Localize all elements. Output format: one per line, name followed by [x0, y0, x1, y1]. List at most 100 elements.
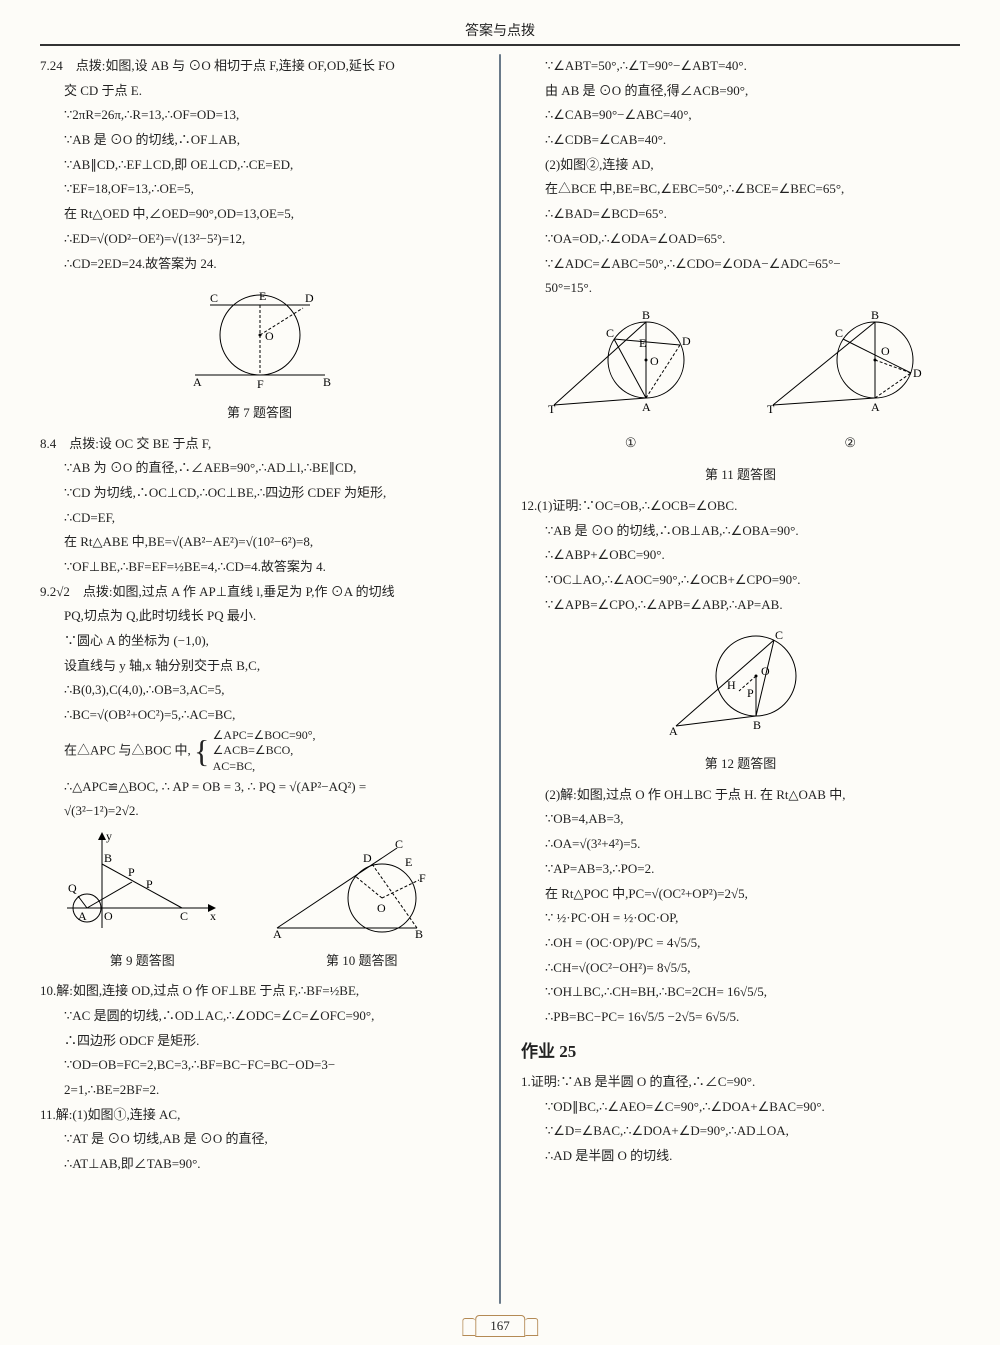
- svg-text:P: P: [747, 686, 754, 700]
- svg-text:x: x: [210, 909, 216, 923]
- p9-l4: ∴B(0,3),C(4,0),∴OB=3,AC=5,: [40, 678, 479, 703]
- hw25-title: 作业 25: [521, 1036, 960, 1068]
- svg-text:T: T: [767, 402, 775, 416]
- figure-7: C E D O A F B: [40, 280, 479, 399]
- svg-text:B: B: [753, 718, 761, 732]
- p8-l1: ∵AB 为 ⊙O 的直径,∴∠AEB=90°,∴AD⊥l,∴BE∥CD,: [40, 456, 479, 481]
- svg-text:O: O: [881, 344, 890, 358]
- figure-9-10-row: y x B P P Q A O C 第 9 题答图: [40, 828, 479, 979]
- p10-l1: ∵AC 是圆的切线,∴OD⊥AC,∴∠ODC=∠C=∠OFC=90°,: [40, 1004, 479, 1029]
- p11b-l8: ∵OA=OD,∴∠ODA=∠OAD=65°.: [521, 227, 960, 252]
- p11b-l5: (2)如图②,连接 AD,: [521, 153, 960, 178]
- figure-11-2: B C O D T A ②: [765, 305, 935, 461]
- page: 答案与点拨 7.24 点拨:如图,设 AB 与 ⊙O 相切于点 F,连接 OF,…: [0, 0, 1000, 1345]
- p9-l3: 设直线与 y 轴,x 轴分别交于点 B,C,: [40, 654, 479, 679]
- svg-text:A: A: [193, 375, 202, 389]
- p9-head: 9.2√2 点拨:如图,过点 A 作 AP⊥直线 l,垂足为 P,作 ⊙A 的切…: [40, 580, 479, 605]
- p12-s1: (2)解:如图,过点 O 作 OH⊥BC 于点 H. 在 Rt△OAB 中,: [521, 783, 960, 808]
- p7-l7: ∴ED=√(OD²−OE²)=√(13²−5²)=12,: [40, 227, 479, 252]
- p12-l4: ∵∠APB=∠CPO,∴∠APB=∠ABP,∴AP=AB.: [521, 593, 960, 618]
- fig11-caption: 第 11 题答图: [521, 463, 960, 488]
- svg-text:A: A: [78, 909, 87, 923]
- svg-text:O: O: [265, 329, 274, 343]
- svg-text:H: H: [727, 678, 736, 692]
- svg-text:Q: Q: [68, 881, 77, 895]
- p11b-l6: 在△BCE 中,BE=BC,∠EBC=50°,∴∠BCE=∠BEC=65°,: [521, 177, 960, 202]
- svg-text:C: C: [180, 909, 188, 923]
- p11-l1: ∵AT 是 ⊙O 切线,AB 是 ⊙O 的直径,: [40, 1127, 479, 1152]
- p7-l3: ∵AB 是 ⊙O 的切线,∴OF⊥AB,: [40, 128, 479, 153]
- svg-text:C: C: [210, 291, 218, 305]
- two-columns: 7.24 点拨:如图,设 AB 与 ⊙O 相切于点 F,连接 OF,OD,延长 …: [40, 54, 960, 1304]
- right-column: ∵∠ABT=50°,∴∠T=90°−∠ABT=40°. 由 AB 是 ⊙O 的直…: [521, 54, 960, 1304]
- p10-l4: 2=1,∴BE=2BF=2.: [40, 1078, 479, 1103]
- fig7-caption: 第 7 题答图: [40, 401, 479, 426]
- svg-text:D: D: [363, 851, 372, 865]
- p9-l2: ∵圆心 A 的坐标为 (−1,0),: [40, 629, 479, 654]
- p7-l4: ∵AB∥CD,∴EF⊥CD,即 OE⊥CD,∴CE=ED,: [40, 153, 479, 178]
- p11b-l9: ∵∠ADC=∠ABC=50°,∴∠CDO=∠ODA−∠ADC=65°−: [521, 252, 960, 277]
- p12-s3: ∴OA=√(3²+4²)=5.: [521, 832, 960, 857]
- p11b-l1: ∵∠ABT=50°,∴∠T=90°−∠ABT=40°.: [521, 54, 960, 79]
- svg-text:F: F: [419, 871, 426, 885]
- hw25-l3: ∵∠D=∠BAC,∴∠DOA+∠D=90°,∴AD⊥OA,: [521, 1119, 960, 1144]
- p11b-l10: 50°=15°.: [521, 276, 960, 301]
- p7-l8: ∴CD=2ED=24.故答案为 24.: [40, 252, 479, 277]
- svg-text:y: y: [106, 829, 112, 843]
- p11-l2: ∴AT⊥AB,即∠TAB=90°.: [40, 1152, 479, 1177]
- p12-l1: ∵AB 是 ⊙O 的切线,∴OB⊥AB,∴∠OBA=90°.: [521, 519, 960, 544]
- p12-s10: ∴PB=BC−PC= 16√5/5 −2√5= 6√5/5.: [521, 1005, 960, 1030]
- p9-l6: 在△APC 与△BOC 中, { ∠APC=∠BOC=90°, ∠ACB=∠BC…: [40, 728, 479, 775]
- left-column: 7.24 点拨:如图,设 AB 与 ⊙O 相切于点 F,连接 OF,OD,延长 …: [40, 54, 479, 1304]
- svg-text:C: C: [395, 838, 403, 851]
- p10-head: 10.解:如图,连接 OD,过点 O 作 OF⊥BE 于点 F,∴BF=½BE,: [40, 979, 479, 1004]
- p12-s6: ∵ ½·PC·OH = ½·OC·OP,: [521, 906, 960, 931]
- svg-text:D: D: [682, 334, 691, 348]
- p8-l4: 在 Rt△ABE 中,BE=√(AB²−AE²)=√(10²−6²)=8,: [40, 530, 479, 555]
- fig10-caption: 第 10 题答图: [267, 949, 457, 974]
- svg-text:B: B: [415, 927, 423, 938]
- p11b-l3: ∴∠CAB=90°−∠ABC=40°,: [521, 103, 960, 128]
- fig12-caption: 第 12 题答图: [521, 752, 960, 777]
- page-header: 答案与点拨: [40, 20, 960, 46]
- p8-l2: ∵CD 为切线,∴OC⊥CD,∴OC⊥BE,∴四边形 CDEF 为矩形,: [40, 481, 479, 506]
- p7-l5: ∵EF=18,OF=13,∴OE=5,: [40, 177, 479, 202]
- svg-text:E: E: [259, 289, 266, 303]
- p7-l1: 交 CD 于点 E.: [40, 79, 479, 104]
- p12-l3: ∵OC⊥AO,∴∠AOC=90°,∴∠OCB+∠CPO=90°.: [521, 568, 960, 593]
- p11b-l4: ∴∠CDB=∠CAB=40°.: [521, 128, 960, 153]
- p11b-l2: 由 AB 是 ⊙O 的直径,得∠ACB=90°,: [521, 79, 960, 104]
- p9-l7: ∴△APC≌△BOC, ∴ AP = OB = 3, ∴ PQ = √(AP²−…: [40, 775, 479, 800]
- svg-text:O: O: [377, 901, 386, 915]
- hw25-l2: ∵OD∥BC,∴∠AEO=∠C=90°,∴∠DOA+∠BAC=90°.: [521, 1095, 960, 1120]
- p7-head: 7.24 点拨:如图,设 AB 与 ⊙O 相切于点 F,连接 OF,OD,延长 …: [40, 54, 479, 79]
- svg-text:A: A: [669, 724, 678, 738]
- svg-text:O: O: [104, 909, 113, 923]
- figure-11-row: B C E D O T A ①: [521, 305, 960, 461]
- figure-9: y x B P P Q A O C 第 9 题答图: [62, 828, 222, 979]
- p9-l5: ∴BC=√(OB²+OC²)=5,∴AC=BC,: [40, 703, 479, 728]
- column-divider: [499, 54, 501, 1304]
- figure-7-svg: C E D O A F B: [175, 280, 345, 390]
- p8-l5: ∵OF⊥BE,∴BF=EF=½BE=4,∴CD=4.故答案为 4.: [40, 555, 479, 580]
- svg-text:P: P: [128, 865, 135, 879]
- p11b-l7: ∴∠BAD=∠BCD=65°.: [521, 202, 960, 227]
- p12-head: 12.(1)证明:∵OC=OB,∴∠OCB=∠OBC.: [521, 494, 960, 519]
- svg-text:F: F: [257, 377, 264, 390]
- p9-l1: PQ,切点为 Q,此时切线长 PQ 最小.: [40, 604, 479, 629]
- figure-11-1: B C E D O T A ①: [546, 305, 716, 461]
- svg-text:B: B: [642, 308, 650, 322]
- p12-s5: 在 Rt△POC 中,PC=√(OC²+OP²)=2√5,: [521, 882, 960, 907]
- svg-text:A: A: [871, 400, 880, 414]
- fig11-mark2: ②: [765, 431, 935, 456]
- p8-head: 8.4 点拨:设 OC 交 BE 于点 F,: [40, 432, 479, 457]
- p12-s4: ∵AP=AB=3,∴PO=2.: [521, 857, 960, 882]
- p12-s8: ∴CH=√(OC²−OH²)= 8√5/5,: [521, 956, 960, 981]
- svg-text:A: A: [273, 927, 282, 938]
- p7-l2: ∵2πR=26π,∴R=13,∴OF=OD=13,: [40, 103, 479, 128]
- svg-text:T: T: [548, 402, 556, 416]
- svg-text:A: A: [642, 400, 651, 414]
- p7-l6: 在 Rt△OED 中,∠OED=90°,OD=13,OE=5,: [40, 202, 479, 227]
- page-number: 167: [475, 1315, 525, 1337]
- svg-text:C: C: [775, 628, 783, 642]
